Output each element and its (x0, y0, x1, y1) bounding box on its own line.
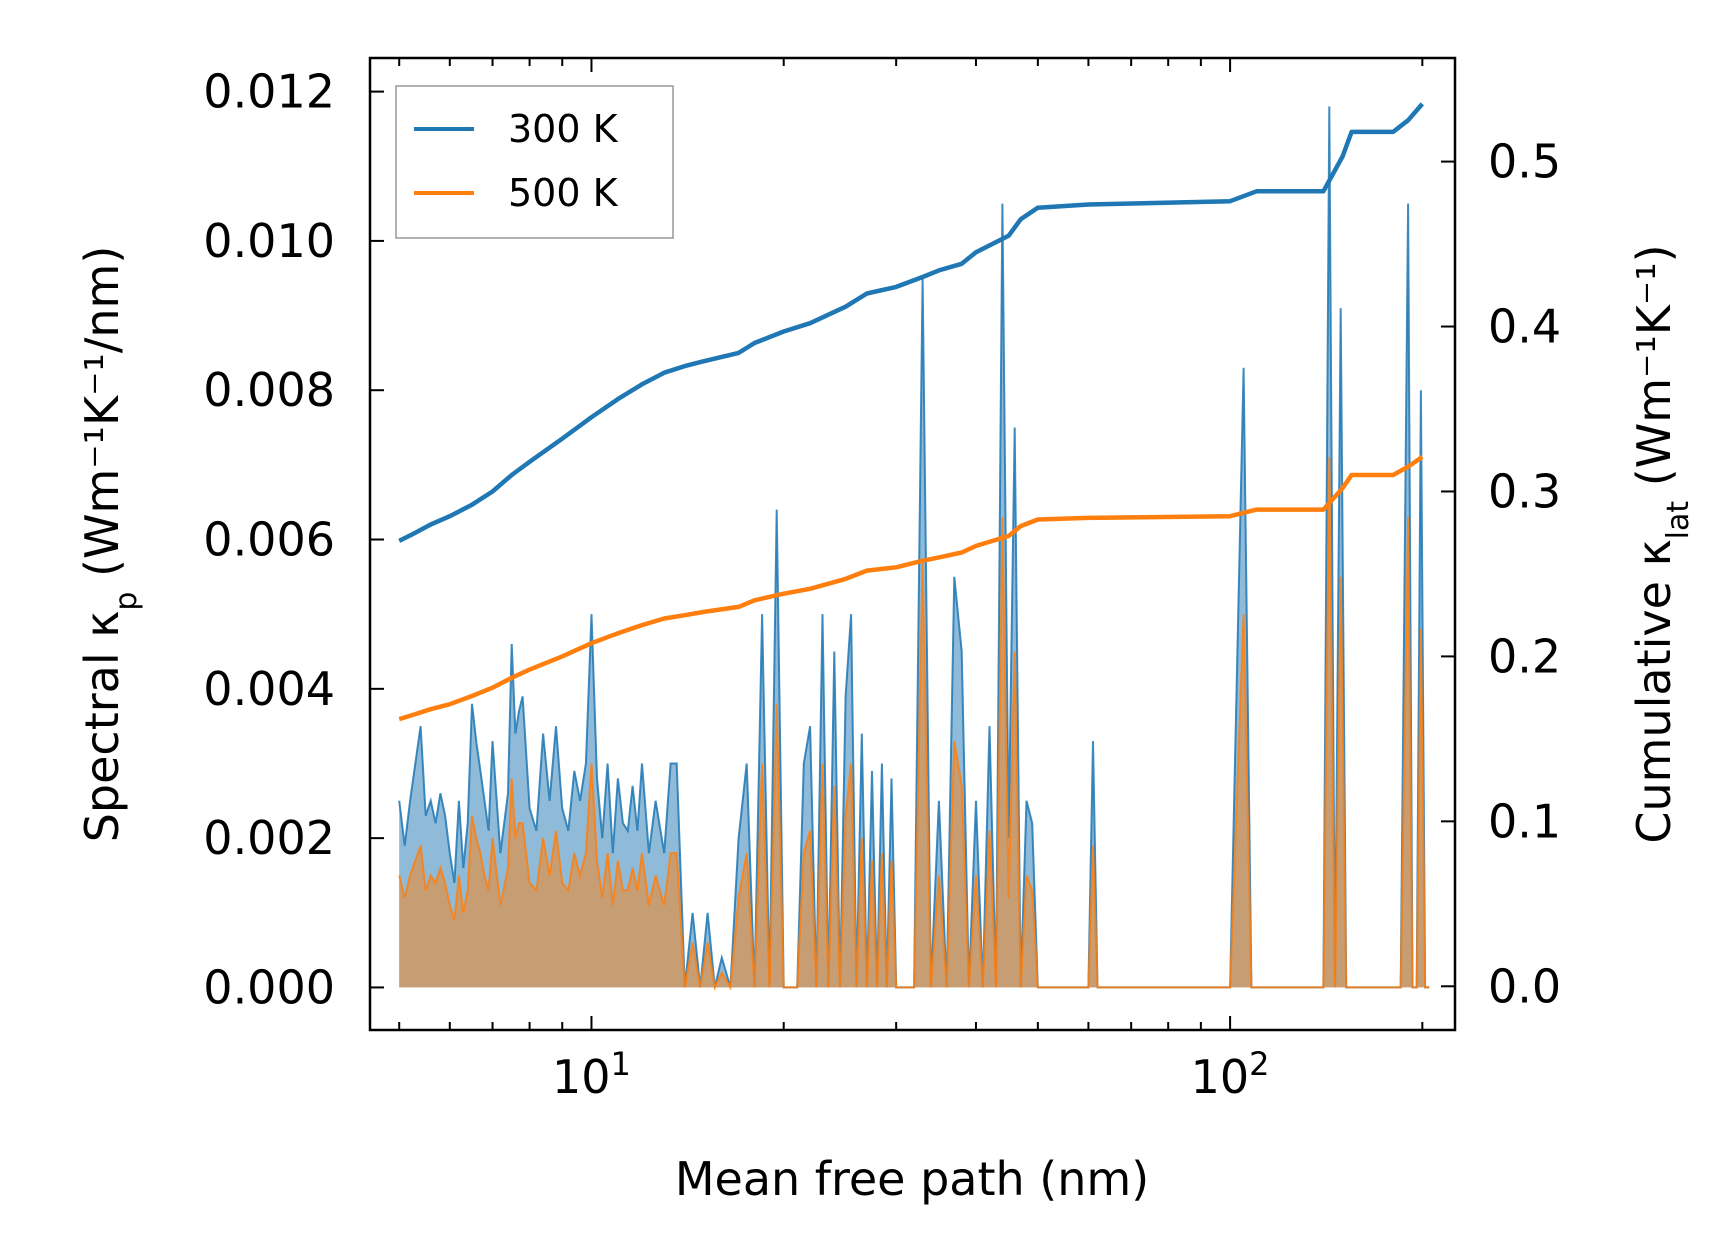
y-right-tick-label-1: 0.1 (1488, 794, 1561, 848)
x-tick-label-1: 102 (1191, 1045, 1270, 1104)
y-left-tick-label-0: 0.000 (203, 960, 335, 1014)
cumulative-line-300k (398, 102, 1425, 543)
x-tick-label-0: 101 (552, 1045, 631, 1104)
y-left-tick-label-3: 0.006 (203, 513, 335, 567)
legend-label-300k: 300 K (508, 107, 619, 151)
y-right-tick-label-5: 0.5 (1488, 135, 1561, 189)
spectral-line-500k (398, 457, 1430, 991)
y-right-tick-label-0: 0.0 (1488, 959, 1561, 1013)
plot-frame (368, 56, 1457, 1032)
right-y-axis-label: Cumulative κlat (Wm⁻¹K⁻¹) (1627, 244, 1696, 843)
spectral-area-500k (399, 457, 1430, 988)
legend-label-500k: 500 K (508, 171, 619, 215)
y-left-tick-label-5: 0.010 (203, 214, 335, 268)
y-left-tick-label-1: 0.002 (203, 811, 335, 865)
cumulative-layer (398, 102, 1425, 722)
legend-box (395, 85, 674, 239)
y-right-tick-label-4: 0.4 (1488, 300, 1561, 354)
y-left-tick-label-4: 0.008 (203, 363, 335, 417)
ticks-layer: 101 102 0.000 0.002 0.004 0.006 0.008 0.010 0.01… (203, 58, 1561, 1104)
legend: 300 K 500 K (395, 85, 674, 239)
y-left-tick-label-2: 0.004 (203, 662, 335, 716)
spectral-layer (398, 106, 1430, 991)
x-axis-label: Mean free path (nm) (675, 1152, 1149, 1206)
y-right-tick-label-3: 0.3 (1488, 464, 1561, 518)
y-left-tick-label-6: 0.012 (203, 65, 335, 119)
left-y-axis-label: Spectral κp (Wm⁻¹K⁻¹/nm) (75, 246, 144, 843)
y-right-tick-label-2: 0.2 (1488, 629, 1561, 683)
cumulative-line-500k (398, 454, 1424, 722)
